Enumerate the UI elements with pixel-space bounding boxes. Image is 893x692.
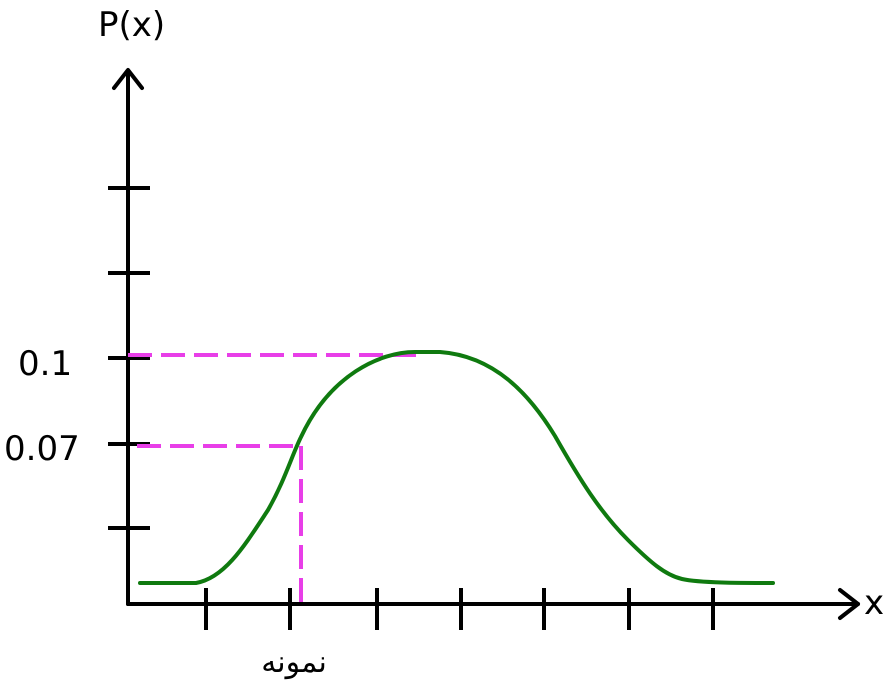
x-axis-arrowhead (838, 588, 860, 620)
axes (112, 68, 860, 620)
y-ticks (108, 186, 150, 530)
y-axis-label: P(x) (98, 5, 165, 45)
probability-curve (138, 350, 775, 585)
y-axis-arrowhead (112, 68, 144, 90)
x-ticks (204, 588, 715, 630)
y-tick-label-0-1: 0.1 (18, 344, 72, 384)
x-axis-label: x (864, 583, 884, 623)
y-tick-label-0-07: 0.07 (4, 429, 80, 469)
guide-lines (128, 353, 422, 604)
sample-marker-label: نمونه (261, 645, 327, 680)
